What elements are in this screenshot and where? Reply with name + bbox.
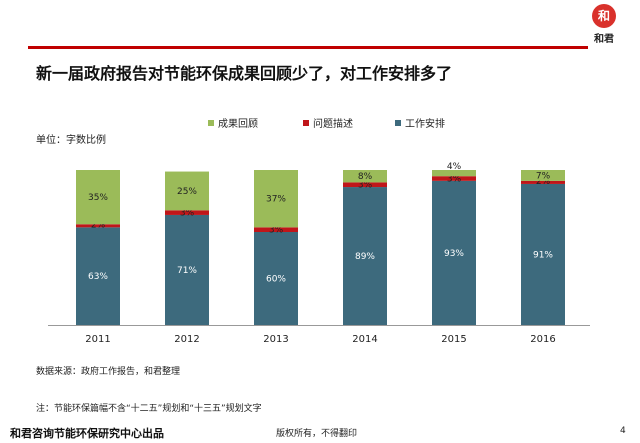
bar-label-2-5: 7% <box>536 171 551 181</box>
x-tick-label-0: 2011 <box>85 334 110 345</box>
data-source: 数据来源：政府工作报告，和君整理 <box>36 367 181 377</box>
legend-swatch-0 <box>208 120 214 126</box>
footer-copyright: 版权所有，不得翻印 <box>276 429 358 439</box>
x-tick-label-1: 2012 <box>174 334 199 345</box>
legend-swatch-2 <box>395 120 401 126</box>
bar-label-2-2: 37% <box>266 195 286 205</box>
bar-1-2 <box>254 227 298 232</box>
bar-2-2 <box>254 170 298 228</box>
bar-label-0-4: 93% <box>444 249 464 259</box>
bar-label-1-3: 3% <box>358 181 373 191</box>
unit-label: 单位：字数比例 <box>36 133 106 146</box>
x-tick-label-2: 2013 <box>263 334 288 345</box>
bar-2-5 <box>521 170 565 181</box>
bar-0-1 <box>165 214 209 325</box>
footer-organization: 和君咨询节能环保研究中心出品 <box>10 427 164 440</box>
bar-0-4 <box>432 180 476 325</box>
bar-label-1-2: 3% <box>269 226 284 236</box>
bar-2-4 <box>432 170 476 177</box>
x-tick-label-4: 2015 <box>441 334 466 345</box>
page-title: 新一届政府报告对节能环保成果回顾少了，对工作安排多了 <box>36 64 453 83</box>
page-number: 4 <box>620 426 626 436</box>
legend-label-1: 问题描述 <box>313 117 353 130</box>
brand-logo: 和 和君 <box>586 4 622 45</box>
bar-label-0-2: 60% <box>266 275 286 285</box>
bar-0-3 <box>343 187 387 325</box>
bar-label-0-3: 89% <box>355 252 375 262</box>
bar-label-0-5: 91% <box>533 250 553 260</box>
bar-2-3 <box>343 170 387 183</box>
bar-label-1-5: 2% <box>536 177 551 187</box>
bar-label-2-0: 35% <box>88 193 108 203</box>
legend-swatch-1 <box>303 120 309 126</box>
bar-1-1 <box>165 210 209 215</box>
x-tick-label-3: 2014 <box>352 334 377 345</box>
bar-2-1 <box>165 171 209 211</box>
x-tick-label-5: 2016 <box>530 334 555 345</box>
bar-1-0 <box>76 224 120 228</box>
logo-text: 和君 <box>594 34 614 45</box>
bar-label-0-1: 71% <box>177 266 197 276</box>
bar-0-5 <box>521 183 565 325</box>
logo-seal: 和 <box>592 4 616 28</box>
bar-label-1-4: 3% <box>447 175 462 185</box>
bar-label-1-1: 3% <box>180 209 195 219</box>
legend-label-2: 工作安排 <box>405 117 445 130</box>
legend-label-0: 成果回顾 <box>218 118 258 130</box>
header-rule <box>28 46 588 49</box>
bar-1-4 <box>432 176 476 181</box>
bar-1-3 <box>343 182 387 188</box>
bar-label-2-3: 8% <box>358 172 373 182</box>
bar-label-1-0: 2% <box>91 220 106 230</box>
bar-label-2-1: 25% <box>177 187 197 197</box>
bar-label-0-0: 63% <box>88 272 108 282</box>
bar-2-0 <box>76 170 120 225</box>
bar-0-2 <box>254 232 298 325</box>
bar-0-0 <box>76 227 120 325</box>
footnote: 注：节能环保篇幅不含“十二五”规划和“十三五”规划文字 <box>36 404 262 414</box>
bar-1-5 <box>521 180 565 184</box>
bar-label-2-4: 4% <box>447 162 462 172</box>
